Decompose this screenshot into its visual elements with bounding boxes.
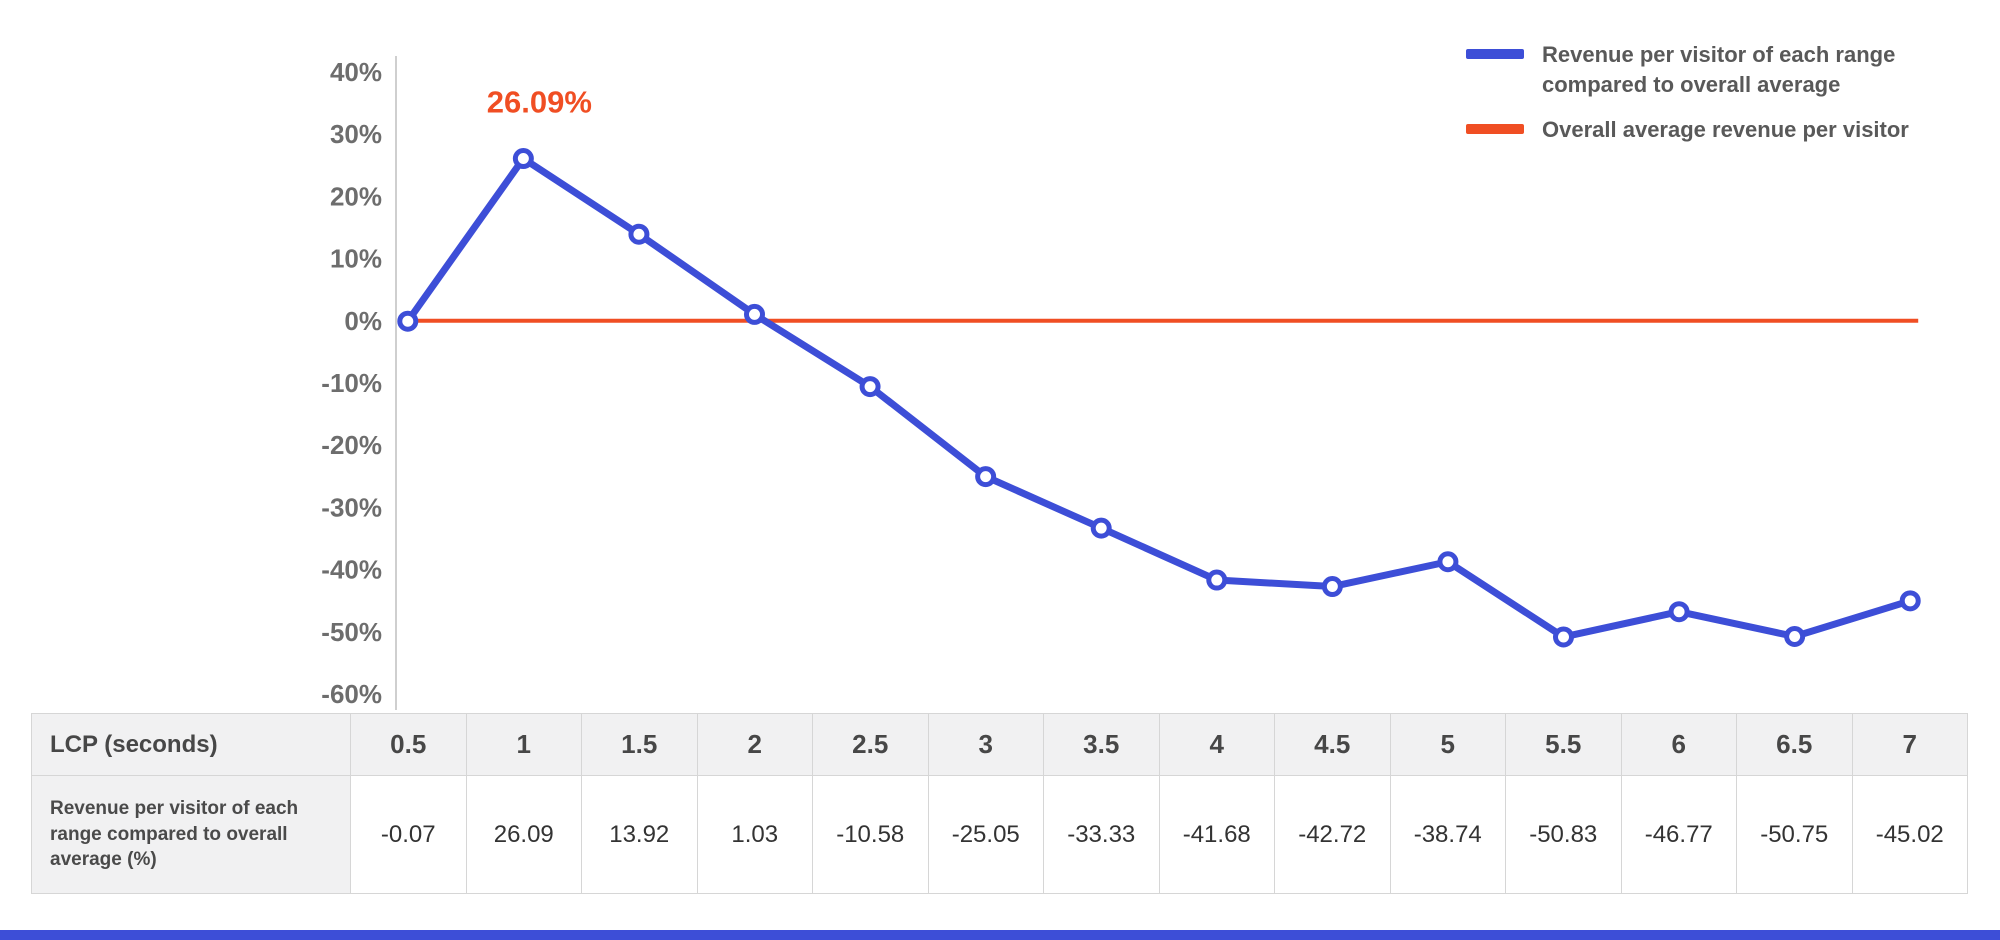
y-axis-tick-label: 10%	[330, 244, 382, 274]
data-point-marker	[628, 223, 650, 245]
y-axis-tick-label: 40%	[330, 57, 382, 87]
revenue-value-cell: -50.83	[1506, 776, 1622, 894]
legend-label: Overall average revenue per visitor	[1542, 117, 1909, 143]
revenue-value-cell: 1.03	[697, 776, 813, 894]
data-point-marker	[1553, 626, 1574, 648]
lcp-value-cell: 3	[928, 714, 1044, 776]
revenue-value-cell: 26.09	[466, 776, 582, 894]
lcp-value-cell: 1	[466, 714, 582, 776]
peak-annotation: 26.09%	[487, 85, 592, 120]
lcp-value-cell: 7	[1852, 714, 1968, 776]
data-point-marker	[859, 376, 881, 398]
data-point-marker	[1668, 601, 1690, 623]
revenue-value-cell: -10.58	[813, 776, 929, 894]
table-row-label-revenue: Revenue per visitor of each range compar…	[32, 776, 351, 894]
data-table: LCP (seconds) 0.5 1 1.5 2 2.5 3 3.5 4 4.5 5 5.5 6 6.…	[31, 713, 1968, 894]
table-row-label-lcp: LCP (seconds)	[32, 714, 351, 776]
y-axis-tick-label: -10%	[321, 368, 382, 398]
chart-area: 40% 30% 20% 10% 0% -10% -20% -30% -40% -50% -60% 26…	[321, 56, 1921, 710]
data-point-marker	[1437, 551, 1459, 573]
lcp-value-cell: 6	[1621, 714, 1737, 776]
legend-swatch-blue	[1466, 49, 1524, 59]
revenue-value-cell: -38.74	[1390, 776, 1506, 894]
data-point-marker	[397, 310, 419, 332]
y-axis-tick-label: 0%	[344, 306, 382, 336]
revenue-value-cell: -25.05	[928, 776, 1044, 894]
data-point-marker	[975, 466, 997, 488]
y-axis-tick-label: -30%	[321, 492, 382, 522]
lcp-value-cell: 2.5	[813, 714, 929, 776]
revenue-row-label: Revenue per visitor of each range compar…	[50, 798, 299, 871]
data-point-marker	[1784, 625, 1806, 647]
data-point-marker	[1206, 569, 1228, 591]
data-point-marker	[744, 303, 765, 325]
y-axis-tick-label: -40%	[321, 555, 382, 585]
table-value-row: Revenue per visitor of each range compar…	[32, 776, 1968, 894]
data-point-marker	[1090, 517, 1112, 539]
revenue-value-cell: -46.77	[1621, 776, 1737, 894]
revenue-line	[404, 155, 1914, 641]
revenue-value-cell: -50.75	[1737, 776, 1853, 894]
lcp-row-label: LCP (seconds)	[50, 730, 218, 758]
y-axis-tick-label: -20%	[321, 430, 382, 460]
lcp-value-cell: 1.5	[582, 714, 698, 776]
lcp-value-cell: 5	[1390, 714, 1506, 776]
data-point-marker	[1321, 576, 1343, 598]
table-header-row: LCP (seconds) 0.5 1 1.5 2 2.5 3 3.5 4 4.5 5 5.5 6 6.…	[32, 714, 1968, 776]
revenue-value-cell: -45.02	[1852, 776, 1968, 894]
legend-item-average: Overall average revenue per visitor	[1466, 115, 1976, 145]
revenue-value-cell: -42.72	[1275, 776, 1391, 894]
y-axis-tick-label: -60%	[321, 679, 382, 709]
revenue-value-cell: -33.33	[1044, 776, 1160, 894]
lcp-value-cell: 3.5	[1044, 714, 1160, 776]
data-point-marker	[1899, 590, 1921, 612]
lcp-value-cell: 4.5	[1275, 714, 1391, 776]
legend-swatch-red	[1466, 124, 1524, 135]
revenue-value-cell: 13.92	[582, 776, 698, 894]
lcp-value-cell: 2	[697, 714, 813, 776]
lcp-value-cell: 6.5	[1737, 714, 1853, 776]
chart-canvas: 40% 30% 20% 10% 0% -10% -20% -30% -40% -50% -60% 26…	[321, 56, 1921, 710]
revenue-value-cell: -0.07	[351, 776, 467, 894]
lcp-value-cell: 0.5	[351, 714, 467, 776]
y-axis-tick-label: -50%	[321, 617, 382, 647]
y-axis-tick-label: 20%	[330, 181, 382, 211]
y-axis-tick-label: 30%	[330, 119, 382, 149]
legend-label: Revenue per visitor of each range compar…	[1542, 42, 1896, 97]
footer-accent-bar	[0, 930, 2000, 940]
data-point-marker	[512, 148, 534, 170]
chart-legend: Revenue per visitor of each range compar…	[1466, 40, 1976, 145]
lcp-value-cell: 4	[1159, 714, 1275, 776]
legend-item-revenue: Revenue per visitor of each range compar…	[1466, 40, 1976, 99]
lcp-value-cell: 5.5	[1506, 714, 1622, 776]
revenue-value-cell: -41.68	[1159, 776, 1275, 894]
